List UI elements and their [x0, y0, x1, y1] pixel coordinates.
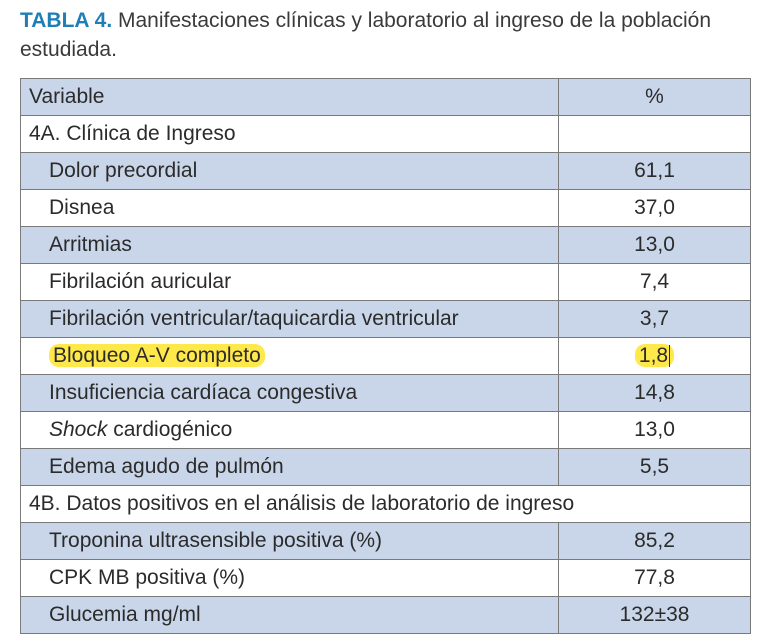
- row-value: 14,8: [558, 374, 751, 412]
- row-label: Fibrilación auricular: [20, 263, 559, 301]
- table-row: Edema agudo de pulmón 5,5: [20, 448, 751, 486]
- row-label: Dolor precordial: [20, 152, 559, 190]
- text-cursor: [669, 345, 671, 368]
- clinical-table: Variable % 4A. Clínica de Ingreso Dolor …: [20, 78, 751, 634]
- row-value: 5,5: [558, 448, 751, 486]
- row-value: 85,2: [558, 522, 751, 560]
- header-variable: Variable: [20, 78, 559, 116]
- table-row: Arritmias 13,0: [20, 226, 751, 264]
- table-row: Disnea 37,0: [20, 189, 751, 227]
- row-value: 77,8: [558, 559, 751, 597]
- row-label: Fibrilación ventricular/taquicardia vent…: [20, 300, 559, 338]
- row-value: 7,4: [558, 263, 751, 301]
- row-label: Arritmias: [20, 226, 559, 264]
- table-row: Fibrilación auricular 7,4: [20, 263, 751, 301]
- table-caption: TABLA 4. Manifestaciones clínicas y labo…: [20, 6, 760, 64]
- section-b-title: 4B. Datos positivos en el análisis de la…: [20, 485, 751, 523]
- table-header-row: Variable %: [20, 78, 751, 116]
- row-value: 61,1: [558, 152, 751, 190]
- row-value: 3,7: [558, 300, 751, 338]
- highlighted-row-value: 1,8: [634, 344, 675, 368]
- row-label: Glucemia mg/ml: [20, 596, 559, 634]
- caption-text: Manifestaciones clínicas y laboratorio a…: [20, 9, 712, 61]
- table-row: Troponina ultrasensible positiva (%) 85,…: [20, 522, 751, 560]
- row-label: Troponina ultrasensible positiva (%): [20, 522, 559, 560]
- table-row: Glucemia mg/ml 132±38: [20, 596, 751, 634]
- section-b-row: 4B. Datos positivos en el análisis de la…: [20, 485, 751, 523]
- header-percent: %: [558, 78, 751, 116]
- table-row-highlighted: Bloqueo A-V completo 1,8: [20, 337, 751, 375]
- table-row: Dolor precordial 61,1: [20, 152, 751, 190]
- highlighted-row-label: Bloqueo A-V completo: [49, 344, 265, 367]
- row-label: Edema agudo de pulmón: [20, 448, 559, 486]
- section-a-title: 4A. Clínica de Ingreso: [20, 115, 559, 153]
- row-label: CPK MB positiva (%): [20, 559, 559, 597]
- caption-label: TABLA 4.: [20, 9, 113, 32]
- row-value: 13,0: [558, 226, 751, 264]
- row-label: Disnea: [20, 189, 559, 227]
- row-value: 37,0: [558, 189, 751, 227]
- section-a-row: 4A. Clínica de Ingreso: [20, 115, 751, 153]
- table-row: Insuficiencia cardíaca congestiva 14,8: [20, 374, 751, 412]
- table-row: Shock cardiogénico 13,0: [20, 411, 751, 449]
- row-label: Insuficiencia cardíaca congestiva: [20, 374, 559, 412]
- row-label: Shock cardiogénico: [20, 411, 559, 449]
- table-row: Fibrilación ventricular/taquicardia vent…: [20, 300, 751, 338]
- table-row: CPK MB positiva (%) 77,8: [20, 559, 751, 597]
- row-value: 13,0: [558, 411, 751, 449]
- row-value: 132±38: [558, 596, 751, 634]
